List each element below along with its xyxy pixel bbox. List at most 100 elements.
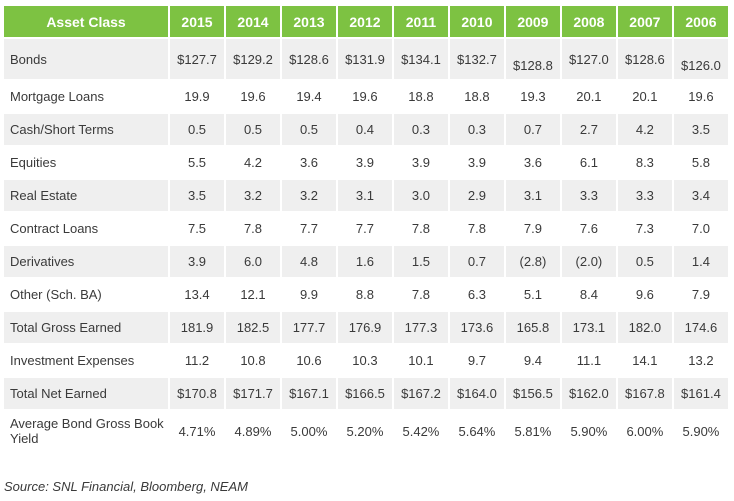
cell: 0.5 — [281, 114, 336, 145]
cell: 7.7 — [337, 213, 392, 244]
cell: 3.5 — [170, 180, 224, 211]
cell: 165.8 — [505, 312, 560, 343]
row-label: Real Estate — [4, 180, 169, 211]
cell: 3.5 — [673, 114, 728, 145]
header-year: 2012 — [337, 6, 392, 37]
cell: 182.5 — [226, 312, 280, 343]
table-row-other-sch-ba: Other (Sch. BA) 13.4 12.1 9.9 8.8 7.8 6.… — [4, 279, 728, 310]
table-row-investment-expenses: Investment Expenses 11.2 10.8 10.6 10.3 … — [4, 345, 728, 376]
cell: 5.81% — [505, 411, 560, 451]
cell: 10.1 — [393, 345, 448, 376]
cell: 181.9 — [170, 312, 224, 343]
row-label: Total Net Earned — [4, 378, 169, 409]
cell: 0.5 — [226, 114, 280, 145]
cell: 0.7 — [505, 114, 560, 145]
table-row-cash-short-terms: Cash/Short Terms 0.5 0.5 0.5 0.4 0.3 0.3… — [4, 114, 728, 145]
cell: 4.89% — [226, 411, 280, 451]
header-year: 2015 — [170, 6, 224, 37]
cell: 0.5 — [617, 246, 672, 277]
cell: 173.1 — [561, 312, 616, 343]
header-year: 2009 — [505, 6, 560, 37]
cell: 1.4 — [673, 246, 728, 277]
cell: 176.9 — [337, 312, 392, 343]
cell: 8.4 — [561, 279, 616, 310]
cell: 13.2 — [673, 345, 728, 376]
cell: 7.8 — [393, 279, 448, 310]
row-label: Derivatives — [4, 246, 169, 277]
cell: 9.9 — [281, 279, 336, 310]
cell: 11.2 — [170, 345, 224, 376]
cell: 0.3 — [393, 114, 448, 145]
header-year: 2013 — [281, 6, 336, 37]
table-row-total-net-earned: Total Net Earned $170.8 $171.7 $167.1 $1… — [4, 378, 728, 409]
cell: 19.6 — [673, 81, 728, 112]
cell: 5.90% — [673, 411, 728, 451]
header-year: 2014 — [226, 6, 280, 37]
header-year: 2007 — [617, 6, 672, 37]
asset-class-table: Asset Class 2015 2014 2013 2012 2011 201… — [2, 4, 730, 453]
cell: 3.1 — [337, 180, 392, 211]
cell: 19.3 — [505, 81, 560, 112]
cell: 7.8 — [393, 213, 448, 244]
cell: $128.6 — [281, 39, 336, 79]
cell: 10.6 — [281, 345, 336, 376]
cell: 3.4 — [673, 180, 728, 211]
header-year: 2010 — [449, 6, 504, 37]
cell: $127.0 — [561, 39, 616, 79]
cell: 7.8 — [449, 213, 504, 244]
cell: $126.0 — [673, 39, 728, 79]
source-note: Source: SNL Financial, Bloomberg, NEAM — [4, 479, 248, 494]
cell: 5.42% — [393, 411, 448, 451]
header-row: Asset Class 2015 2014 2013 2012 2011 201… — [4, 6, 728, 37]
cell: 7.3 — [617, 213, 672, 244]
header-year: 2008 — [561, 6, 616, 37]
cell: 2.7 — [561, 114, 616, 145]
header-year: 2011 — [393, 6, 448, 37]
cell: 5.00% — [281, 411, 336, 451]
cell: 9.4 — [505, 345, 560, 376]
cell: 14.1 — [617, 345, 672, 376]
table-row-real-estate: Real Estate 3.5 3.2 3.2 3.1 3.0 2.9 3.1 … — [4, 180, 728, 211]
cell: (2.8) — [505, 246, 560, 277]
cell: $131.9 — [337, 39, 392, 79]
row-label: Contract Loans — [4, 213, 169, 244]
cell: 12.1 — [226, 279, 280, 310]
cell: 7.6 — [561, 213, 616, 244]
cell: 7.9 — [673, 279, 728, 310]
cell: 177.7 — [281, 312, 336, 343]
cell: 13.4 — [170, 279, 224, 310]
cell: 5.64% — [449, 411, 504, 451]
cell: $129.2 — [226, 39, 280, 79]
cell: 5.5 — [170, 147, 224, 178]
cell: 1.5 — [393, 246, 448, 277]
cell: 0.7 — [449, 246, 504, 277]
cell: 177.3 — [393, 312, 448, 343]
cell: 3.9 — [449, 147, 504, 178]
table-row-contract-loans: Contract Loans 7.5 7.8 7.7 7.7 7.8 7.8 7… — [4, 213, 728, 244]
cell: 4.2 — [226, 147, 280, 178]
row-label: Other (Sch. BA) — [4, 279, 169, 310]
cell: 19.9 — [170, 81, 224, 112]
cell: $127.7 — [170, 39, 224, 79]
cell: $164.0 — [449, 378, 504, 409]
cell: 3.9 — [337, 147, 392, 178]
row-label: Investment Expenses — [4, 345, 169, 376]
row-label: Cash/Short Terms — [4, 114, 169, 145]
cell-value: $126.0 — [681, 57, 721, 73]
cell: 174.6 — [673, 312, 728, 343]
cell: $167.1 — [281, 378, 336, 409]
cell: 3.1 — [505, 180, 560, 211]
cell: 4.71% — [170, 411, 224, 451]
cell: $170.8 — [170, 378, 224, 409]
cell: 0.3 — [449, 114, 504, 145]
cell: 3.6 — [281, 147, 336, 178]
cell: 18.8 — [393, 81, 448, 112]
cell: 3.2 — [226, 180, 280, 211]
cell: 10.8 — [226, 345, 280, 376]
cell: $171.7 — [226, 378, 280, 409]
cell: 0.5 — [170, 114, 224, 145]
cell: $161.4 — [673, 378, 728, 409]
cell: 4.2 — [617, 114, 672, 145]
row-label: Bonds — [4, 39, 169, 79]
